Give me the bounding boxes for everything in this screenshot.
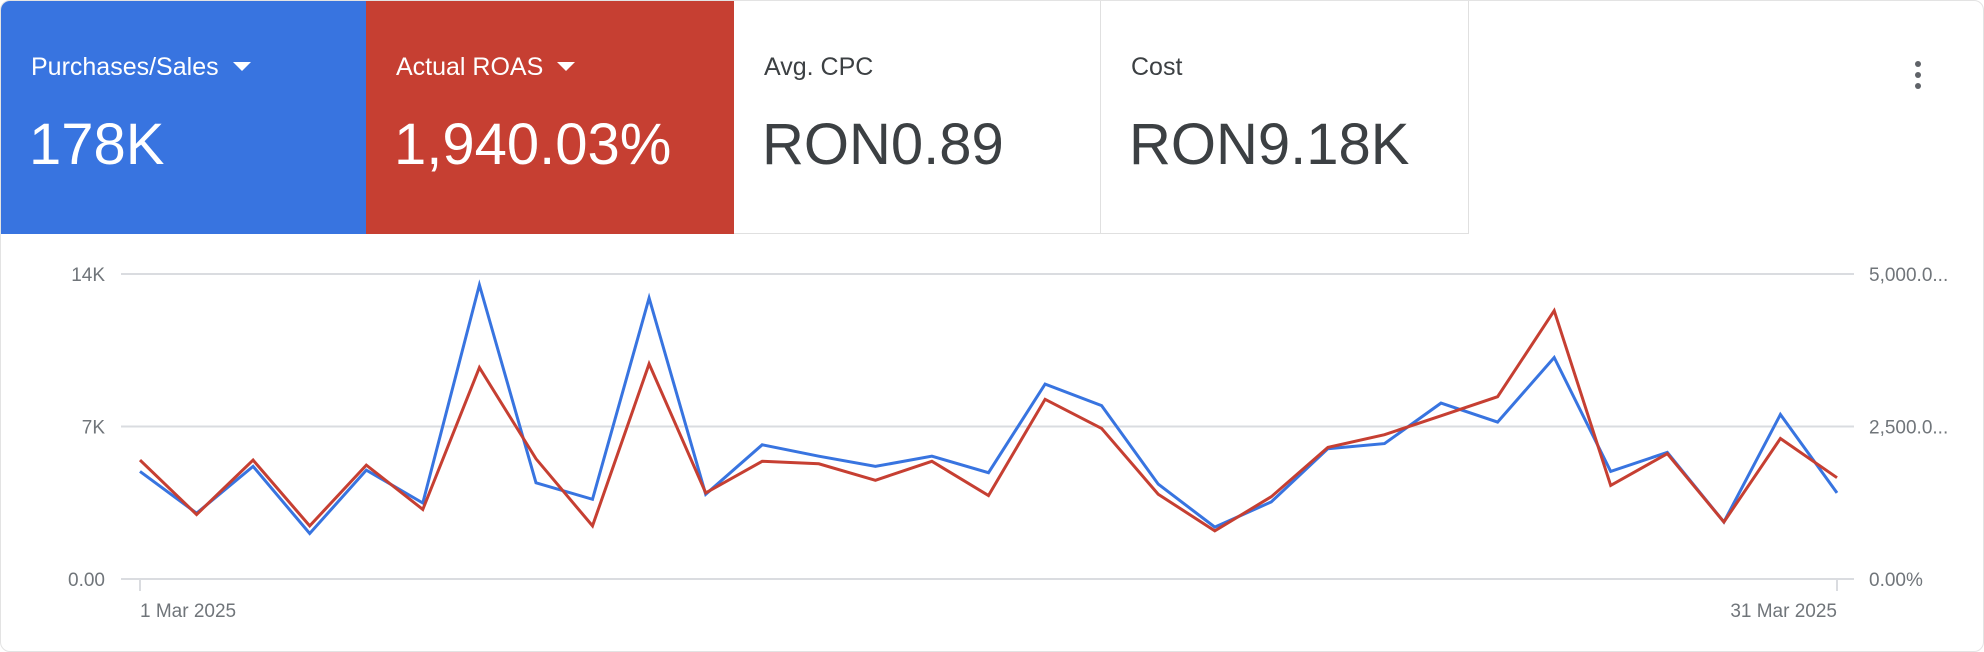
metric-label: Purchases/Sales xyxy=(31,53,251,82)
metric-value: RON0.89 xyxy=(762,112,1004,177)
metric-value: 1,940.03% xyxy=(394,112,672,177)
more-vert-icon[interactable] xyxy=(1906,57,1930,93)
x-axis-tick-label: 31 Mar 2025 xyxy=(1730,601,1837,622)
metric-label: Actual ROAS xyxy=(396,53,576,82)
dropdown-caret-icon[interactable] xyxy=(557,61,576,71)
left-axis-tick-label: 7K xyxy=(82,418,106,439)
metric-tile-cost[interactable]: Cost RON9.18K xyxy=(1101,1,1469,234)
right-axis-tick-label: 0.00% xyxy=(1869,570,1923,591)
metric-tile-purchases[interactable]: Purchases/Sales 178K xyxy=(1,1,366,234)
dropdown-caret-icon[interactable] xyxy=(232,61,251,71)
metric-label: Cost xyxy=(1131,53,1183,81)
right-axis-tick-label: 5,000.0... xyxy=(1869,265,1948,286)
metric-value: RON9.18K xyxy=(1129,112,1410,177)
left-axis-tick-label: 14K xyxy=(71,265,105,286)
metric-label: Avg. CPC xyxy=(764,53,874,81)
x-axis-tick-label: 1 Mar 2025 xyxy=(140,601,236,622)
metric-tile-avg-cpc[interactable]: Avg. CPC RON0.89 xyxy=(734,1,1101,234)
left-axis-tick-label: 0.00 xyxy=(68,570,105,591)
metric-value: 178K xyxy=(29,112,165,177)
right-axis-tick-label: 2,500.0... xyxy=(1869,418,1948,439)
metric-tile-roas[interactable]: Actual ROAS 1,940.03% xyxy=(366,1,734,234)
series-line-roas xyxy=(138,307,1838,533)
